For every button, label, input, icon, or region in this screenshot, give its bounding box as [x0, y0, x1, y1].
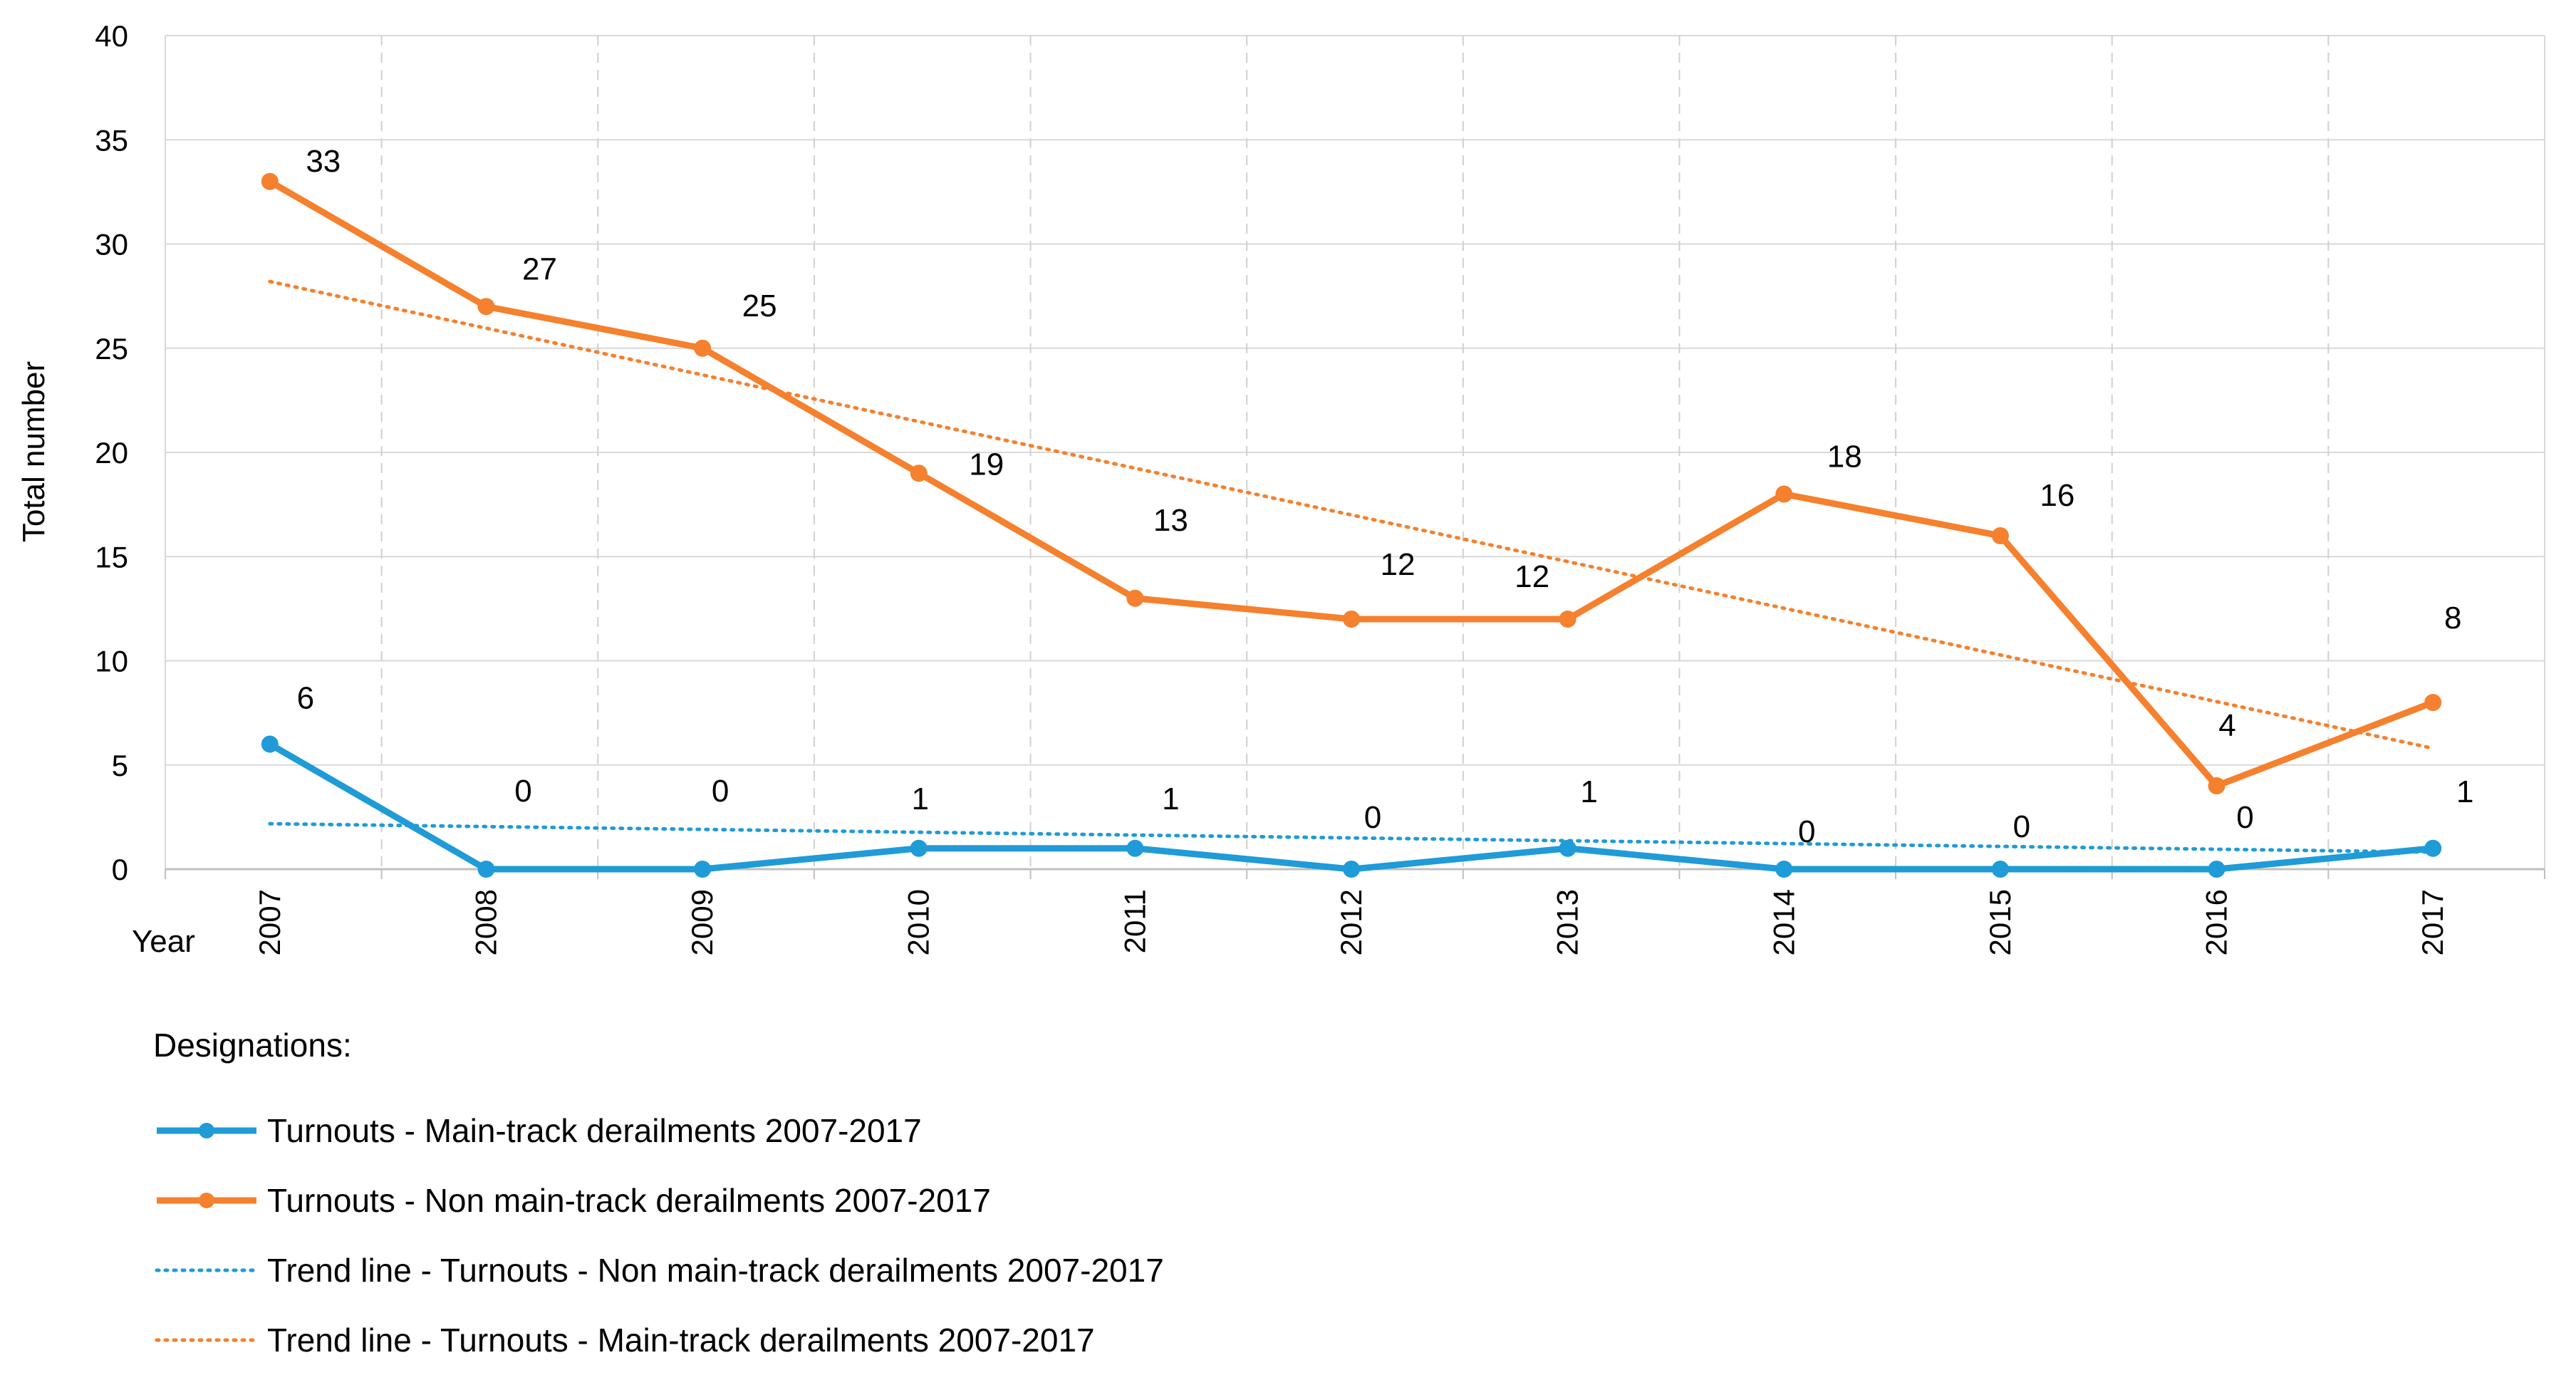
series-line [268, 178, 2434, 789]
legend: Designations: Turnouts - Main-track dera… [153, 1026, 1164, 1375]
x-tick-label: 2012 [1334, 889, 1368, 955]
data-point [261, 735, 279, 753]
data-point [1775, 861, 1793, 878]
x-tick-label: 2013 [1551, 889, 1584, 955]
data-label: 1 [1580, 774, 1597, 809]
trend-line [268, 279, 2435, 750]
x-tick-label: 2014 [1767, 889, 1800, 955]
data-label: 1 [1162, 782, 1179, 816]
x-axis-label: Year [132, 924, 195, 959]
data-label: 19 [969, 447, 1004, 482]
data-point [910, 839, 928, 857]
data-point [261, 172, 279, 190]
data-point [1775, 485, 1793, 503]
y-tick-label: 15 [95, 540, 128, 574]
x-tick-label: 2010 [902, 889, 935, 955]
data-point [1559, 839, 1577, 857]
data-point [1126, 589, 1144, 607]
x-tick-label: 2007 [253, 889, 286, 955]
data-label: 16 [2040, 478, 2074, 513]
data-label: 12 [1515, 559, 1549, 594]
x-tick-label: 2008 [469, 889, 502, 955]
data-points [261, 172, 2442, 878]
legend-swatch [157, 1123, 256, 1138]
data-label: 0 [514, 774, 531, 809]
x-tick-label: 2009 [685, 889, 719, 955]
legend-swatch [155, 1338, 259, 1342]
legend-swatch [155, 1268, 259, 1272]
data-point [694, 861, 712, 878]
trend-line [268, 821, 2435, 854]
x-tick-label: 2011 [1118, 889, 1151, 953]
legend-label: Turnouts - Main-track derailments 2007-2… [267, 1112, 922, 1149]
y-axis-label: Total number [16, 361, 51, 542]
legend-label: Trend line - Turnouts - Main-track derai… [267, 1322, 1095, 1359]
data-point [1991, 527, 2009, 544]
series-lines [268, 178, 2434, 873]
legend-swatch [157, 1193, 256, 1208]
data-point [2424, 694, 2442, 711]
data-point [2208, 777, 2226, 794]
data-label: 6 [297, 681, 314, 716]
legend-title: Designations: [153, 1027, 352, 1064]
y-tick-label: 35 [95, 123, 128, 157]
data-label: 0 [2013, 809, 2030, 844]
grid [165, 35, 2545, 869]
y-tick-label: 25 [95, 332, 128, 365]
y-tick-label: 10 [95, 645, 128, 678]
data-point [694, 339, 712, 357]
y-tick-label: 5 [112, 749, 128, 782]
x-tick-label: 2016 [2200, 889, 2233, 955]
data-point [1343, 861, 1360, 878]
data-point [477, 298, 495, 316]
data-point [1343, 611, 1360, 628]
data-label: 13 [1153, 503, 1188, 538]
legend-item: Trend line - Turnouts - Non main-track d… [153, 1235, 1164, 1305]
y-tick-label: 30 [95, 228, 128, 261]
data-label: 0 [1364, 800, 1381, 835]
data-point [477, 861, 495, 878]
data-label: 1 [2456, 774, 2473, 809]
legend-item: Trend line - Turnouts - Main-track derai… [153, 1305, 1164, 1375]
data-point [910, 465, 928, 482]
data-label: 0 [712, 774, 729, 809]
legend-items: Turnouts - Main-track derailments 2007-2… [153, 1096, 1164, 1375]
data-label: 8 [2444, 601, 2461, 635]
data-label: 25 [742, 289, 777, 323]
trend-lines [268, 279, 2435, 854]
data-label: 18 [1827, 440, 1862, 474]
x-tick-label: 2017 [2416, 889, 2449, 955]
data-labels: 6 0 0 1 1 0 1 0 0 0 1 33 27 25 19 13 12 12 18 16 4 8 [297, 144, 2474, 849]
data-label: 12 [1381, 547, 1416, 582]
data-point [2208, 861, 2226, 878]
data-label: 27 [522, 251, 557, 286]
data-point [2424, 839, 2442, 857]
legend-item: Turnouts - Main-track derailments 2007-2… [153, 1096, 1164, 1166]
data-point [1126, 839, 1144, 857]
data-label: 33 [306, 144, 341, 179]
legend-item: Turnouts - Non main-track derailments 20… [153, 1166, 1164, 1235]
data-label: 4 [2218, 708, 2235, 743]
x-tick-label: 2015 [1983, 889, 2017, 955]
y-tick-label: 0 [112, 853, 128, 886]
data-point [1559, 611, 1577, 628]
data-label: 0 [1798, 814, 1815, 849]
y-tick-label: 40 [95, 19, 128, 53]
series-line [268, 741, 2434, 873]
legend-label: Turnouts - Non main-track derailments 20… [267, 1182, 991, 1219]
legend-label: Trend line - Turnouts - Non main-track d… [267, 1252, 1164, 1289]
y-tick-label: 20 [95, 436, 128, 469]
data-label: 0 [2236, 800, 2253, 835]
data-label: 1 [911, 782, 928, 816]
data-point [1991, 861, 2009, 878]
